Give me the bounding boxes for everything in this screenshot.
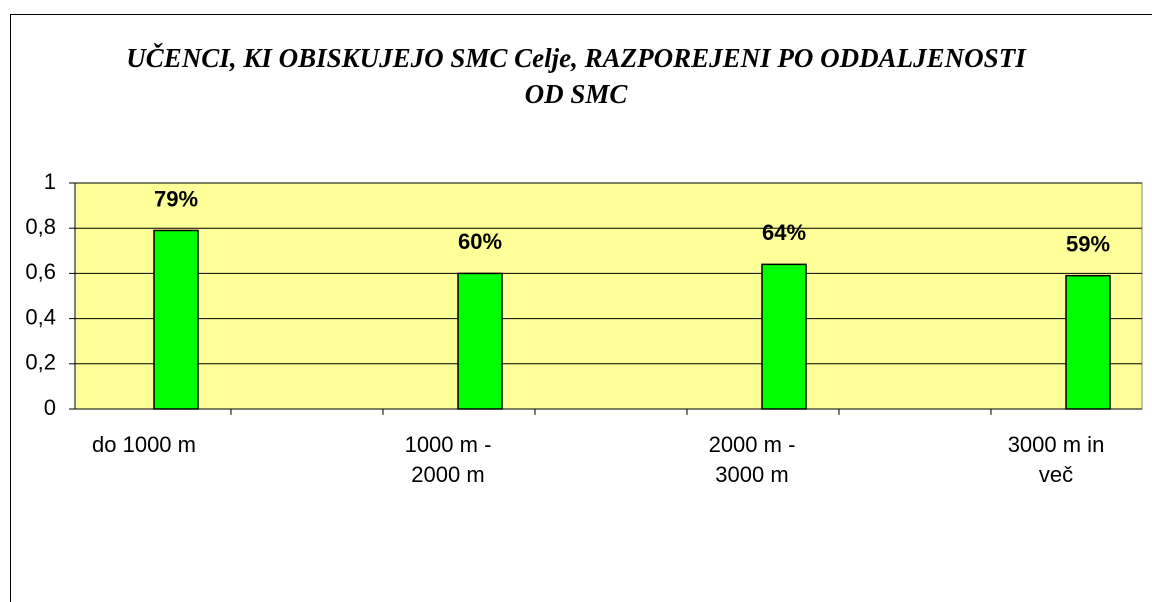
y-tick-label: 0,2 (25, 350, 56, 375)
value-label: 79% (154, 186, 198, 211)
y-tick-label: 0 (44, 395, 56, 420)
chart-frame (10, 14, 1152, 602)
chart-title: UČENCI, KI OBISKUJEJO SMC Celje, RAZPORE… (126, 43, 1026, 109)
plot-area (74, 182, 1143, 410)
y-tick-label: 0,6 (25, 259, 56, 284)
x-tick-label: 2000 m - 3000 m (708, 432, 796, 487)
x-tick-label: 3000 m in več (1007, 432, 1105, 487)
x-tick-label: 1000 m - 2000 m (404, 432, 492, 487)
value-label: 64% (762, 220, 806, 245)
y-tick-label: 0,4 (25, 304, 56, 329)
y-tick-label: 0,8 (25, 214, 56, 239)
bar (153, 229, 199, 410)
bar (761, 263, 807, 410)
value-label: 60% (458, 229, 502, 254)
bar (1065, 274, 1111, 410)
value-label: 59% (1066, 231, 1110, 256)
bar (457, 272, 503, 410)
y-tick-label: 1 (44, 169, 56, 194)
x-tick-label: do 1000 m (92, 432, 196, 457)
